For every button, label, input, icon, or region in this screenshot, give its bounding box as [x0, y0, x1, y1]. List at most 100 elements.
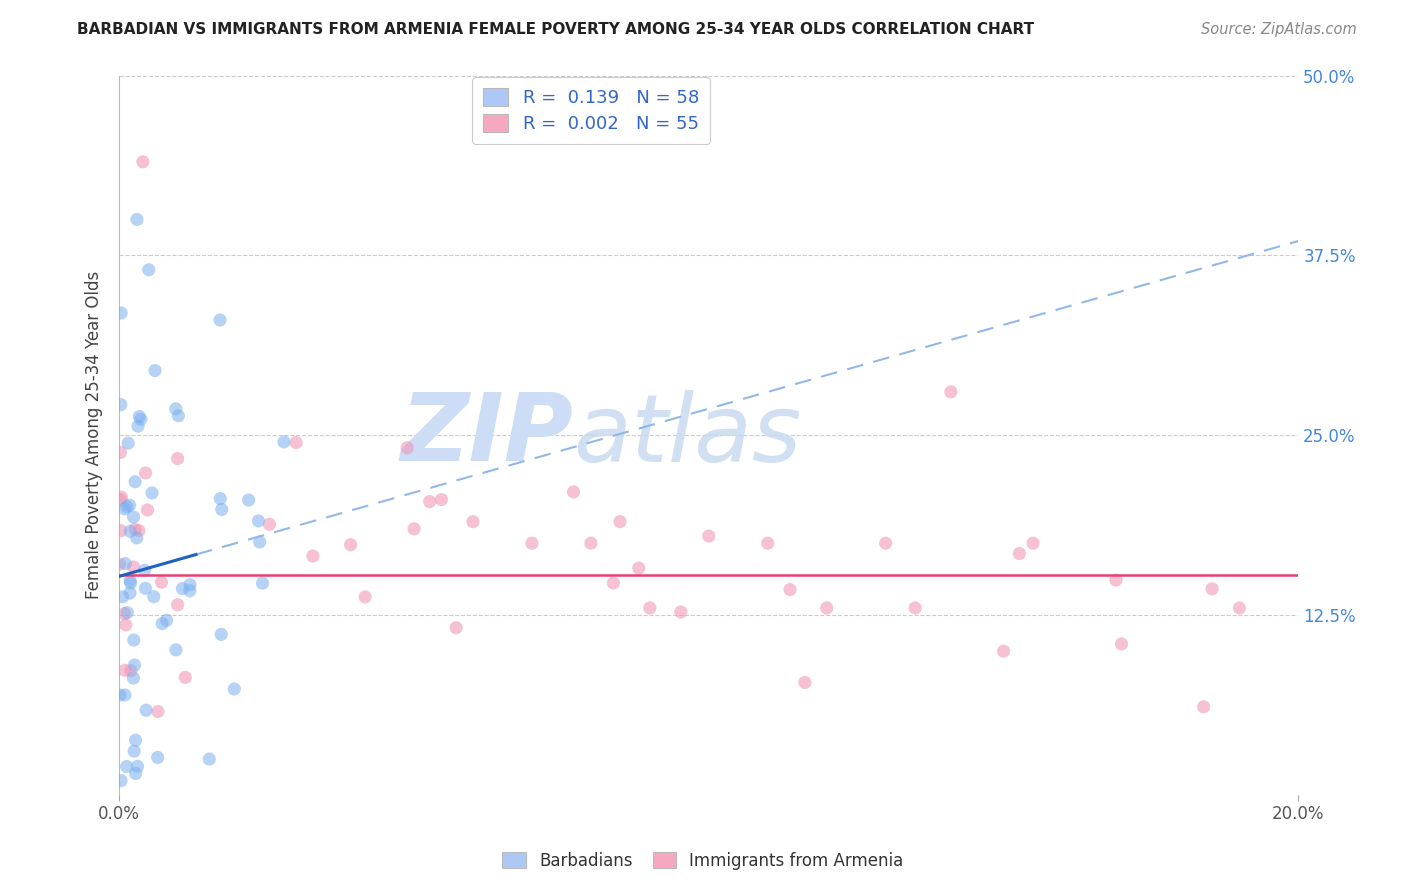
Point — [285, 435, 308, 450]
Point — [110, 306, 132, 320]
Point — [756, 536, 779, 550]
Point — [150, 616, 173, 631]
Point — [138, 262, 160, 277]
Point — [110, 524, 132, 538]
Point — [122, 633, 145, 648]
Point — [1105, 573, 1128, 587]
Point — [124, 733, 146, 747]
Point — [939, 384, 962, 399]
Point — [156, 613, 179, 627]
Point — [120, 524, 142, 539]
Legend: R =  0.139   N = 58, R =  0.002   N = 55: R = 0.139 N = 58, R = 0.002 N = 55 — [472, 78, 710, 144]
Point — [302, 549, 325, 563]
Point — [124, 522, 146, 536]
Point — [208, 313, 231, 327]
Point — [120, 576, 142, 591]
Point — [402, 522, 425, 536]
Point — [124, 766, 146, 780]
Point — [815, 601, 838, 615]
Point — [904, 601, 927, 615]
Point — [198, 752, 221, 766]
Point — [122, 560, 145, 574]
Point — [1192, 699, 1215, 714]
Point — [875, 536, 897, 550]
Point — [224, 681, 246, 696]
Point — [179, 583, 201, 598]
Point — [396, 441, 419, 455]
Point — [602, 576, 624, 591]
Point — [150, 575, 173, 590]
Point — [419, 494, 441, 508]
Point — [142, 590, 165, 604]
Point — [143, 363, 166, 377]
Point — [120, 664, 142, 678]
Point — [125, 531, 148, 545]
Point — [627, 561, 650, 575]
Point — [135, 703, 157, 717]
Point — [562, 484, 585, 499]
Point — [793, 675, 815, 690]
Point — [129, 412, 152, 426]
Point — [1229, 601, 1251, 615]
Point — [993, 644, 1015, 658]
Point — [211, 502, 233, 516]
Point — [165, 643, 187, 657]
Point — [1111, 637, 1133, 651]
Point — [166, 451, 188, 466]
Point — [118, 586, 141, 600]
Point — [1201, 582, 1223, 596]
Y-axis label: Female Poverty Among 25-34 Year Olds: Female Poverty Among 25-34 Year Olds — [86, 271, 103, 599]
Point — [179, 577, 201, 591]
Point — [638, 601, 661, 615]
Point — [167, 409, 190, 423]
Point — [165, 401, 187, 416]
Point — [108, 492, 131, 507]
Point — [127, 759, 149, 773]
Point — [114, 557, 136, 571]
Point — [125, 212, 148, 227]
Point — [128, 409, 150, 424]
Point — [247, 514, 270, 528]
Point — [146, 705, 169, 719]
Point — [461, 515, 484, 529]
Point — [609, 515, 631, 529]
Point — [124, 475, 146, 489]
Point — [174, 670, 197, 684]
Point — [110, 398, 132, 412]
Point — [124, 658, 146, 673]
Point — [114, 664, 136, 678]
Point — [134, 582, 156, 596]
Point — [166, 598, 188, 612]
Point — [697, 529, 720, 543]
Point — [115, 759, 138, 773]
Text: Source: ZipAtlas.com: Source: ZipAtlas.com — [1201, 22, 1357, 37]
Point — [172, 582, 194, 596]
Point — [146, 750, 169, 764]
Point — [108, 558, 131, 572]
Text: BARBADIAN VS IMMIGRANTS FROM ARMENIA FEMALE POVERTY AMONG 25-34 YEAR OLDS CORREL: BARBADIAN VS IMMIGRANTS FROM ARMENIA FEM… — [77, 22, 1035, 37]
Point — [779, 582, 801, 597]
Point — [122, 744, 145, 758]
Point — [110, 773, 132, 788]
Point — [128, 524, 150, 538]
Point — [108, 688, 131, 702]
Point — [259, 517, 281, 532]
Point — [110, 445, 132, 459]
Point — [1022, 536, 1045, 550]
Point — [1008, 547, 1031, 561]
Point — [135, 466, 157, 480]
Point — [134, 563, 156, 577]
Point — [118, 498, 141, 512]
Point — [122, 510, 145, 524]
Point — [579, 536, 602, 550]
Point — [249, 535, 271, 549]
Point — [120, 574, 142, 588]
Point — [238, 493, 260, 508]
Point — [354, 590, 377, 604]
Point — [132, 154, 155, 169]
Point — [114, 688, 136, 702]
Legend: Barbadians, Immigrants from Armenia: Barbadians, Immigrants from Armenia — [496, 846, 910, 877]
Point — [520, 536, 543, 550]
Point — [115, 500, 138, 514]
Point — [122, 671, 145, 685]
